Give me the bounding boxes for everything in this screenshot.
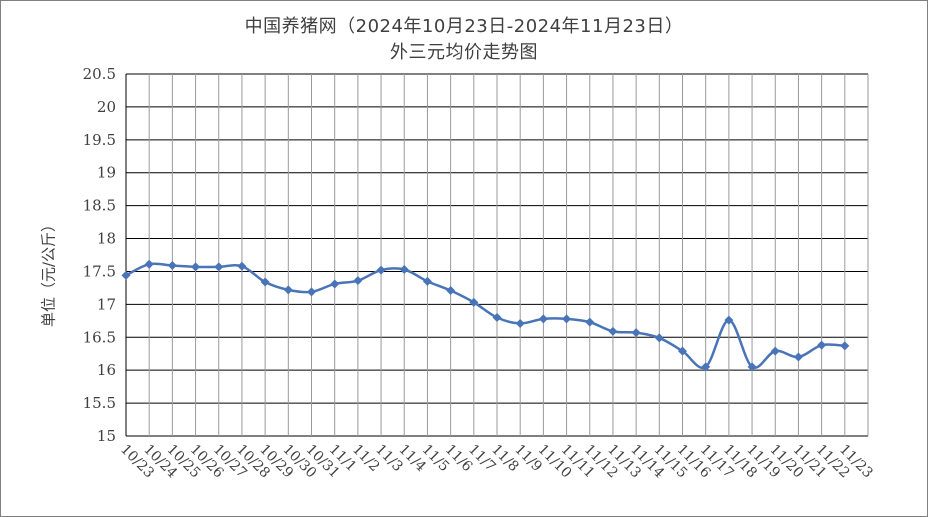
data-point xyxy=(585,317,595,327)
data-point xyxy=(469,297,479,307)
data-point xyxy=(167,261,177,271)
data-point xyxy=(724,315,734,325)
data-point xyxy=(330,279,340,289)
y-tick-label: 19.5 xyxy=(83,131,116,149)
y-tick-label: 18.5 xyxy=(83,197,116,215)
y-tick-label: 20.5 xyxy=(83,65,116,83)
data-point xyxy=(376,265,386,275)
data-point xyxy=(214,262,224,272)
data-point xyxy=(121,270,131,280)
y-tick-label: 16.5 xyxy=(83,328,116,346)
data-point xyxy=(399,264,409,274)
y-tick-label: 18 xyxy=(97,230,116,248)
y-tick-label: 17.5 xyxy=(83,262,116,280)
data-point xyxy=(817,340,827,350)
data-point xyxy=(492,313,502,323)
data-point xyxy=(144,259,154,269)
y-tick-label: 17 xyxy=(97,295,116,313)
data-point xyxy=(840,341,850,351)
data-point xyxy=(608,326,618,336)
data-point xyxy=(562,314,572,324)
y-tick-label: 20 xyxy=(97,98,116,116)
y-tick-label: 16 xyxy=(97,361,116,379)
data-point xyxy=(701,362,711,372)
data-point xyxy=(283,285,293,295)
data-point xyxy=(747,362,757,372)
data-point xyxy=(538,314,548,324)
data-point xyxy=(770,346,780,356)
data-point xyxy=(422,276,432,286)
data-point xyxy=(631,328,641,338)
chart-subtitle: 外三元均价走势图 xyxy=(390,42,538,63)
data-point xyxy=(237,261,247,271)
data-point xyxy=(515,318,525,328)
chart-title: 中国养猪网（2024年10月23日-2024年11月23日） xyxy=(244,16,684,37)
data-point xyxy=(260,277,270,287)
data-point xyxy=(654,333,664,343)
data-point xyxy=(307,287,316,297)
y-tick-label: 19 xyxy=(97,164,116,182)
data-point xyxy=(446,286,456,296)
data-point xyxy=(678,346,687,356)
series-line xyxy=(125,262,845,370)
data-point xyxy=(793,352,803,362)
y-tick-label: 15.5 xyxy=(83,394,116,412)
data-point xyxy=(191,262,201,272)
y-tick-label: 15 xyxy=(97,427,116,445)
data-point xyxy=(353,276,363,286)
